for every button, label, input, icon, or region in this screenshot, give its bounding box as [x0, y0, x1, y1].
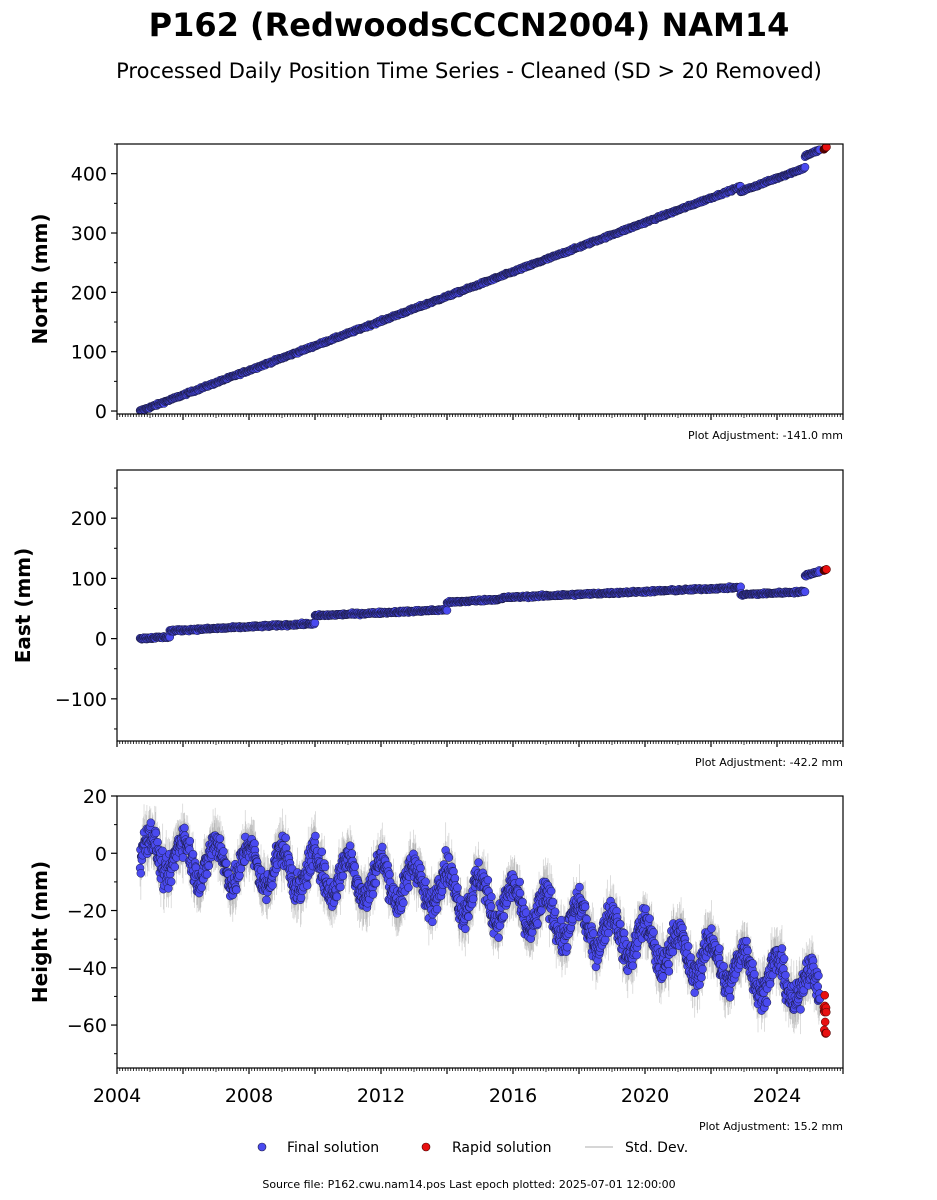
final-point	[310, 618, 320, 628]
rapid-solution-points	[819, 144, 831, 154]
chart-subtitle: Processed Daily Position Time Series - C…	[116, 59, 822, 83]
y-tick-label: 400	[71, 164, 107, 186]
rapid-point	[822, 565, 831, 574]
plot-frame	[116, 469, 844, 742]
final-solution-points	[135, 145, 825, 414]
y-tick-label: 0	[95, 401, 107, 423]
final-solution-points	[135, 566, 825, 644]
y-tick-label: 0	[95, 629, 107, 651]
y-axis-label: North (mm)	[28, 213, 52, 344]
y-tick-label: −100	[55, 689, 107, 711]
chart-title: P162 (RedwoodsCCCN2004) NAM14	[149, 6, 790, 44]
y-tick-label: 100	[71, 568, 107, 590]
y-tick-label: 100	[71, 342, 107, 364]
rapid-solution-points	[819, 565, 831, 575]
rapid-point	[822, 144, 831, 152]
y-tick-label: 200	[71, 282, 107, 304]
y-tick-label: 300	[71, 223, 107, 245]
north-panel: 0 100 200 300 400 North (mm)	[28, 143, 844, 423]
final-point	[442, 606, 452, 615]
final-point	[800, 162, 810, 172]
final-point	[800, 587, 810, 596]
y-tick-label: 200	[71, 508, 107, 530]
